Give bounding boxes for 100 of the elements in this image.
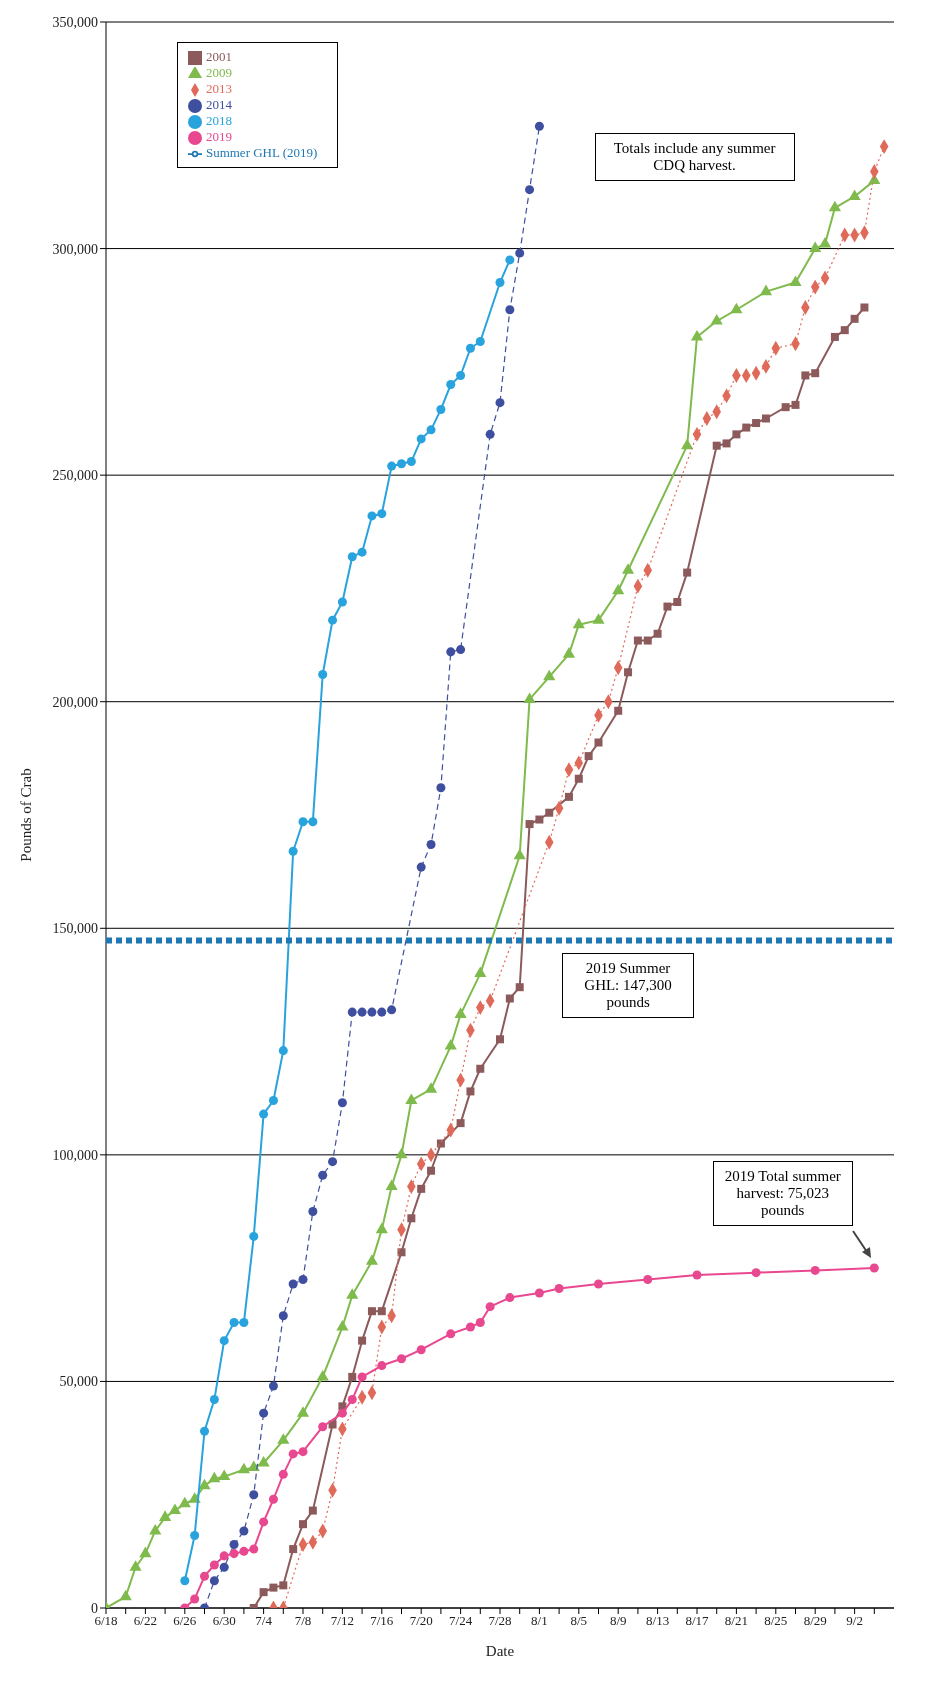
x-tick-label: 8/21 bbox=[724, 1613, 748, 1629]
point bbox=[298, 817, 308, 827]
point bbox=[444, 1039, 457, 1050]
point bbox=[495, 278, 505, 288]
x-tick-label: 8/25 bbox=[764, 1613, 788, 1629]
y-axis-title: Pounds of Crab bbox=[18, 768, 35, 862]
point bbox=[594, 738, 603, 747]
point bbox=[129, 1560, 142, 1571]
x-tick-label: 7/12 bbox=[330, 1613, 354, 1629]
point bbox=[397, 1248, 406, 1257]
x-tick-label: 7/4 bbox=[255, 1613, 273, 1629]
point bbox=[387, 461, 397, 471]
point bbox=[239, 1526, 249, 1536]
point bbox=[710, 314, 723, 325]
x-tick-label: 8/9 bbox=[609, 1613, 627, 1629]
point bbox=[249, 1490, 259, 1500]
point bbox=[543, 669, 556, 681]
point bbox=[653, 629, 662, 638]
point bbox=[209, 1576, 219, 1586]
point bbox=[523, 692, 536, 703]
point bbox=[357, 1007, 367, 1017]
x-tick-label: 7/20 bbox=[409, 1613, 433, 1629]
point bbox=[318, 1422, 328, 1432]
point bbox=[278, 1046, 288, 1056]
point bbox=[732, 430, 741, 439]
point bbox=[387, 1005, 397, 1015]
point bbox=[761, 414, 770, 423]
point bbox=[316, 1369, 329, 1381]
point bbox=[229, 1318, 239, 1328]
point bbox=[810, 1265, 820, 1275]
point bbox=[367, 1007, 377, 1017]
point bbox=[365, 1254, 379, 1265]
point bbox=[564, 792, 573, 801]
point bbox=[436, 404, 446, 414]
point bbox=[545, 808, 554, 817]
point bbox=[249, 1544, 259, 1554]
point bbox=[208, 1471, 221, 1483]
x-tick-label: 8/29 bbox=[803, 1613, 827, 1629]
x-tick-label: 7/24 bbox=[449, 1613, 473, 1629]
point bbox=[218, 1469, 231, 1481]
point bbox=[426, 839, 436, 849]
point bbox=[614, 706, 623, 715]
legend-label: 2013 bbox=[205, 81, 232, 97]
point bbox=[818, 237, 832, 248]
point bbox=[436, 1139, 445, 1148]
legend-label: 2001 bbox=[205, 49, 232, 64]
point bbox=[406, 457, 416, 467]
legend-label: 2018 bbox=[205, 113, 232, 129]
point bbox=[298, 1274, 308, 1284]
point bbox=[673, 598, 682, 607]
x-tick-label: 8/17 bbox=[685, 1613, 710, 1629]
point bbox=[209, 1395, 219, 1405]
x-tick-label: 6/26 bbox=[173, 1613, 197, 1629]
point bbox=[377, 1361, 387, 1371]
point bbox=[485, 429, 495, 439]
point bbox=[513, 848, 526, 860]
point bbox=[318, 670, 328, 680]
point bbox=[612, 583, 625, 595]
point bbox=[209, 1560, 219, 1570]
point bbox=[681, 438, 694, 450]
point bbox=[190, 1594, 200, 1604]
point bbox=[683, 568, 692, 577]
point bbox=[562, 647, 576, 658]
point bbox=[515, 248, 525, 258]
point bbox=[809, 241, 822, 253]
annotation: Totals include any summer CDQ harvest. bbox=[594, 133, 795, 182]
point bbox=[759, 284, 773, 296]
point bbox=[119, 1589, 132, 1601]
point bbox=[475, 1318, 485, 1328]
point bbox=[328, 1157, 338, 1167]
point bbox=[139, 1546, 152, 1558]
point bbox=[268, 1494, 278, 1504]
point bbox=[534, 121, 544, 131]
x-tick-label: 8/5 bbox=[570, 1613, 588, 1629]
point bbox=[476, 1064, 485, 1073]
legend-label: Summer GHL (2019) bbox=[205, 145, 318, 161]
legend-label: 2019 bbox=[205, 129, 232, 145]
legend-label: 2009 bbox=[205, 65, 232, 81]
point bbox=[239, 1546, 249, 1556]
point bbox=[427, 1166, 436, 1175]
x-tick-label: 7/8 bbox=[294, 1613, 312, 1629]
point bbox=[269, 1583, 278, 1592]
point bbox=[289, 1545, 298, 1554]
point bbox=[495, 398, 505, 408]
point bbox=[299, 1520, 307, 1529]
point bbox=[405, 1093, 418, 1104]
point bbox=[633, 636, 642, 645]
point bbox=[296, 1406, 310, 1417]
x-tick-label: 6/18 bbox=[94, 1613, 118, 1629]
point bbox=[416, 434, 426, 444]
point bbox=[446, 380, 456, 390]
point bbox=[474, 966, 487, 978]
point bbox=[574, 774, 583, 783]
point bbox=[869, 1263, 879, 1273]
point bbox=[308, 817, 318, 827]
point bbox=[375, 1222, 388, 1234]
x-tick-label: 8/1 bbox=[531, 1613, 548, 1629]
point bbox=[416, 1345, 426, 1355]
point bbox=[781, 403, 790, 412]
point bbox=[395, 1147, 408, 1159]
